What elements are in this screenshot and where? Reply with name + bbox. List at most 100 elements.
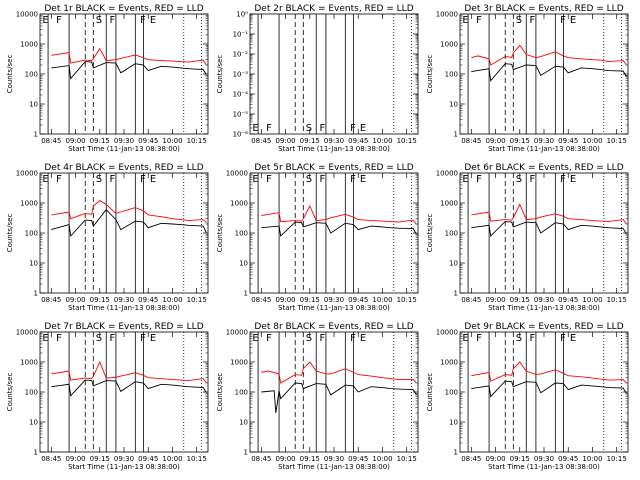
y-tick-label: 100 — [25, 389, 38, 397]
events-series-line — [471, 221, 627, 237]
plot-frame — [459, 13, 629, 135]
y-tick-label: 1 — [34, 290, 38, 298]
y-axis-label: Counts/sec — [426, 214, 434, 253]
x-tick-label: 09:30 — [534, 296, 554, 304]
lld-series-line — [51, 47, 207, 66]
event-marker-label: F — [560, 15, 566, 26]
y-tick-label: 100 — [235, 389, 248, 397]
x-tick-label: 10:00 — [162, 137, 182, 145]
event-marker-label: F — [529, 174, 535, 185]
event-marker-label: E — [252, 174, 258, 185]
event-marker-label: E — [462, 174, 468, 185]
x-tick-label: 10:15 — [397, 455, 417, 463]
event-marker-label: S — [516, 333, 522, 344]
y-axis-label: Counts/sec — [216, 373, 224, 412]
panel-det-3: Det 3r BLACK = Events, RED = LLD 1 10 100 10… — [426, 4, 629, 153]
x-axis-label: Start Time (11-Jan-13 08:38:00) — [488, 304, 600, 312]
panel-title: Det 6r BLACK = Events, RED = LLD — [464, 163, 623, 173]
x-tick-label: 09:15 — [90, 296, 110, 304]
x-tick-label: 10:15 — [187, 137, 207, 145]
event-marker-label: S — [516, 174, 522, 185]
event-marker-label: F — [109, 174, 115, 185]
panel-det-6: Det 6r BLACK = Events, RED = LLD 1 10 100 10… — [426, 163, 629, 312]
panel-title: Det 3r BLACK = Events, RED = LLD — [464, 4, 623, 14]
event-marker-label: S — [96, 15, 102, 26]
y-tick-label: 1 — [244, 290, 248, 298]
event-marker-label: F — [266, 123, 272, 134]
x-tick-label: 08:45 — [41, 137, 61, 145]
y-tick-label: 1000 — [20, 359, 38, 367]
x-tick-label: 09:45 — [348, 455, 368, 463]
y-tick-label: 10000 — [16, 329, 38, 337]
x-tick-label: 09:15 — [300, 296, 320, 304]
lld-series-line — [51, 360, 207, 384]
x-tick-label: 09:00 — [485, 137, 505, 145]
x-tick-label: 09:15 — [510, 455, 530, 463]
y-tick-label: 10 — [29, 260, 38, 268]
event-marker-label: E — [462, 333, 468, 344]
x-tick-label: 09:30 — [534, 455, 554, 463]
x-tick-label: 10:15 — [607, 296, 627, 304]
event-marker-label: F — [56, 174, 62, 185]
y-axis-label: Counts/sec — [426, 373, 434, 412]
y-tick-label: 10 — [239, 260, 248, 268]
y-tick-label: 10000 — [226, 170, 248, 178]
y-axis-label: Counts/sec — [216, 214, 224, 253]
event-marker-label: S — [96, 333, 102, 344]
lld-series-line — [471, 44, 627, 66]
x-tick-label: 09:00 — [65, 296, 85, 304]
plot-frame — [459, 172, 629, 294]
event-marker-label: F — [529, 15, 535, 26]
event-marker-label: S — [516, 15, 522, 26]
plot-frame — [459, 331, 629, 453]
x-tick-label: 08:45 — [41, 455, 61, 463]
event-marker-label: F — [140, 174, 146, 185]
plot-frame — [39, 13, 209, 135]
y-tick-label: 100 — [445, 71, 458, 79]
y-tick-label: 10 — [449, 419, 458, 427]
x-tick-label: 10:00 — [582, 137, 602, 145]
x-tick-label: 09:45 — [558, 296, 578, 304]
events-series-line — [51, 209, 207, 237]
panel-det-8: Det 8r BLACK = Events, RED = LLD 1 10 100 10… — [216, 322, 419, 471]
event-marker-label: F — [476, 174, 482, 185]
x-tick-label: 10:00 — [582, 455, 602, 463]
event-marker-label: E — [252, 333, 258, 344]
event-marker-label: F — [350, 123, 356, 134]
event-marker-label: F — [266, 333, 272, 344]
y-tick-label: 1000 — [440, 359, 458, 367]
panel-det-2: Det 2r BLACK = Events, RED = LLD 10⁻⁶ 10⁻⁵… — [216, 4, 419, 153]
events-series-line — [261, 221, 417, 237]
panel-title: Det 8r BLACK = Events, RED = LLD — [254, 322, 413, 332]
event-marker-label: E — [42, 15, 48, 26]
events-series-line — [471, 380, 627, 398]
events-series-line — [471, 63, 627, 82]
y-tick-label: 10000 — [226, 329, 248, 337]
x-tick-label: 10:00 — [162, 296, 182, 304]
event-marker-label: F — [529, 333, 535, 344]
events-series-line — [51, 379, 207, 397]
y-tick-label: 10⁻² — [233, 51, 249, 59]
x-tick-label: 09:45 — [348, 296, 368, 304]
y-tick-label: 10⁰ — [236, 11, 248, 19]
event-marker-label: E — [570, 174, 576, 185]
event-marker-label: F — [266, 174, 272, 185]
x-tick-label: 08:45 — [41, 296, 61, 304]
y-tick-label: 10000 — [436, 11, 458, 19]
event-marker-label: E — [462, 15, 468, 26]
event-marker-label: F — [140, 333, 146, 344]
y-axis-label: Counts/sec — [426, 55, 434, 94]
event-marker-label: F — [109, 333, 115, 344]
y-tick-label: 10000 — [16, 170, 38, 178]
y-tick-label: 10⁻⁴ — [233, 91, 249, 99]
x-axis-label: Start Time (11-Jan-13 08:38:00) — [278, 463, 390, 471]
panel-title: Det 2r BLACK = Events, RED = LLD — [254, 4, 413, 14]
y-tick-label: 10⁻³ — [233, 71, 249, 79]
x-tick-label: 09:30 — [534, 137, 554, 145]
x-axis-label: Start Time (11-Jan-13 08:38:00) — [68, 463, 180, 471]
lld-series-line — [471, 361, 627, 384]
event-marker-label: S — [306, 174, 312, 185]
y-tick-label: 1 — [454, 449, 458, 457]
x-tick-label: 10:15 — [397, 296, 417, 304]
